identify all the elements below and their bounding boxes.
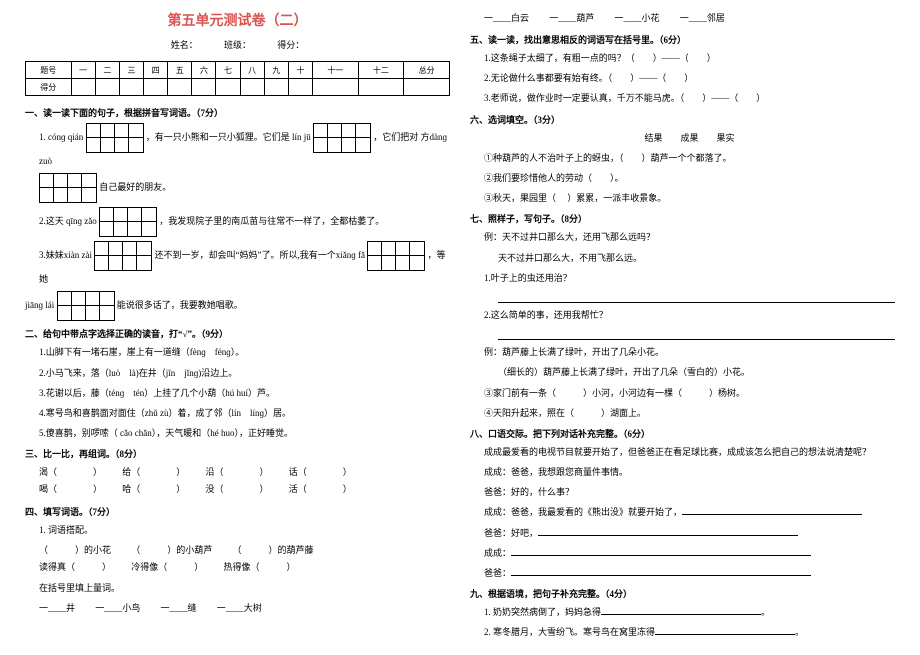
s6-i2: ②我们要珍惜他人的劳动（ ）。: [484, 170, 895, 186]
s8-l1: 成成：爸爸，我想跟您商量件事情。: [484, 464, 895, 480]
s7-ex: 例：天不过井口那么大，还用飞那么远吗？: [484, 229, 895, 245]
s9-i2: 2. 寒冬腊月，大雪纷飞。寒号鸟在窝里冻得。: [484, 624, 895, 640]
blank-line: [498, 327, 895, 340]
class-label: 班级：: [224, 40, 251, 50]
pinyin-grid: [39, 173, 97, 203]
s2-i4: 4.寒号鸟和喜鹊面对面住（zhǔ zù）着，成了邻（lín línɡ）居。: [39, 405, 450, 421]
s9-head: 九、根据语境，把句子补充完整。（4分）: [470, 587, 895, 600]
s8-l3: 成成：爸爸，我最爱看的《熊出没》就要开始了，: [484, 504, 895, 520]
s7-i2: 2.这么简单的事，还用我帮忙？: [484, 307, 895, 323]
s7-i3: ③家门前有一条（ ）小河，小河边有一棵（ ）杨树。: [484, 385, 895, 401]
s6-opts: 结果 成果 果实: [484, 130, 895, 146]
pinyin-grid: [367, 241, 425, 271]
s5-i2: 2.无论做什么事都要有始有终。（ ）——（ ）: [484, 70, 895, 86]
page-title: 第五单元测试卷（二）: [25, 10, 450, 30]
score-label: 得分：: [277, 40, 304, 50]
pinyin-grid: [94, 241, 152, 271]
s8-l4: 爸爸：好吧，: [484, 525, 895, 541]
s2-i3: 3.花谢以后，藤（ténɡ tén）上挂了几个小葫（hú huí）芦。: [39, 385, 450, 401]
s7-head: 七、照样子，写句子。（8分）: [470, 212, 895, 225]
s2-i5: 5.傻喜鹊，别啰嗦（ cǎo chǎn），天气暖和（hé huo），正好睡觉。: [39, 425, 450, 441]
s4-p1: 1. 词语搭配。: [39, 522, 450, 538]
s1-head: 一、读一读下面的句子，根据拼音写词语。（7分）: [25, 106, 450, 119]
s5-i1: 1.这条绳子太细了，有粗一点的吗？（ ）——（ ）: [484, 50, 895, 66]
s2-i1: 1.山脚下有一堵石崖，崖上有一道缝（fènɡ fénɡ）。: [39, 344, 450, 360]
s3-r2: 喝（ ） 哈（ ） 没（ ） 活（ ）: [39, 481, 450, 498]
score-table: 题号 一 二 三 四 五 六 七 八 九 十 十一 十二 总分 得分: [25, 61, 450, 96]
s2-i2: 2.小马飞来，落（luò là)在井（jǐn jǐnɡ)沿边上。: [39, 365, 450, 381]
th-label: 题号: [26, 62, 72, 79]
s2-head: 二、给句中带点字选择正确的读音，打“√”。（9分）: [25, 327, 450, 340]
s4-head: 四、填写词语。（7分）: [25, 505, 450, 518]
s8-l2: 爸爸：好的，什么事？: [484, 484, 895, 500]
s4-p2: 在括号里填上量词。: [39, 580, 450, 596]
s7-i1: 1.叶子上的虫还用治？: [484, 270, 895, 286]
s6-i1: ①种葫芦的人不治叶子上的蚜虫，（ ）葫芦一个个都落了。: [484, 150, 895, 166]
s8-l5: 成成：: [484, 545, 895, 561]
s3-head: 三、比一比，再组词。（8分）: [25, 447, 450, 460]
s6-i3: ③秋天，果园里（ ）累累，一派丰收景象。: [484, 190, 895, 206]
s8-intro: 成成最爱看的电视节目就要开始了，但爸爸正在看足球比赛，成成该怎么把自己的想法说清…: [484, 444, 895, 460]
pinyin-grid: [86, 123, 144, 153]
s6-head: 六、选词填空。（3分）: [470, 113, 895, 126]
s8-l6: 爸爸：: [484, 565, 895, 581]
pinyin-grid: [313, 123, 371, 153]
row2-label: 得分: [26, 79, 72, 96]
s5-i3: 3.老师说，做作业时一定要认真，千万不能马虎。（ ）——（ ）: [484, 90, 895, 106]
s7-i4: ④天阳升起来，照在（ ）湖面上。: [484, 405, 895, 421]
pinyin-grid: [57, 291, 115, 321]
s5-head: 五、读一读，找出意思相反的词语写在括号里。（6分）: [470, 33, 895, 46]
info-line: 姓名： 班级： 得分：: [25, 38, 450, 51]
s9-i1: 1. 奶奶突然病倒了，妈妈急得。: [484, 604, 895, 620]
s1-l1: 1. cónɡ qián ，有一只小熊和一只小狐狸。它们是 lín jū ，它们…: [39, 123, 450, 169]
pinyin-grid: [99, 207, 157, 237]
s3-r1: 渴（ ） 给（ ） 沿（ ） 话（ ）: [39, 464, 450, 481]
name-label: 姓名：: [171, 40, 198, 50]
blank-line: [498, 290, 895, 303]
s8-head: 八、口语交际。把下列对话补充完整。（6分）: [470, 427, 895, 440]
